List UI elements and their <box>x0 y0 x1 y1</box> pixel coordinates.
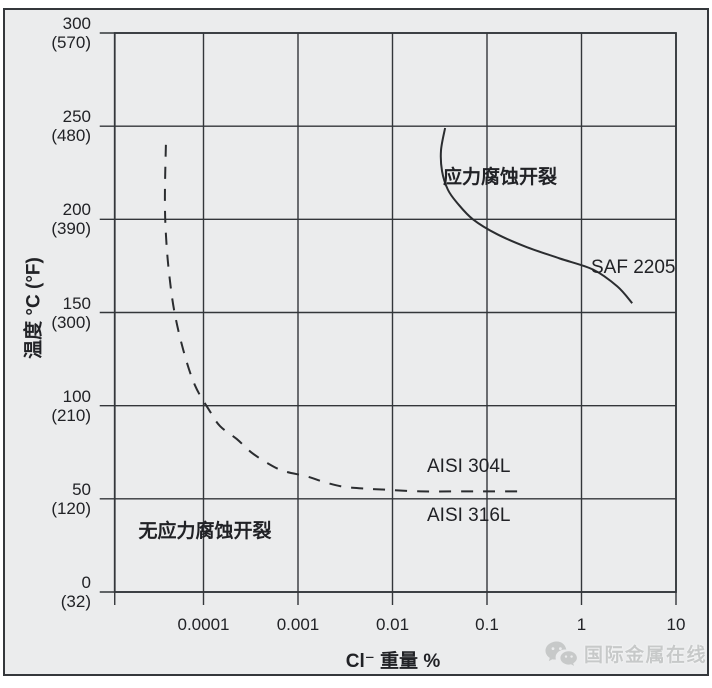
y-tick-label: 250 (480) <box>51 107 91 146</box>
y-tick-label: 200 (390) <box>51 200 91 239</box>
y-tick-label: 50 (120) <box>51 479 91 518</box>
x-tick-label: 0.1 <box>475 615 499 634</box>
x-tick-label: 10 <box>666 615 686 634</box>
y-tick-label: 0 (32) <box>60 573 91 611</box>
series-label-saf-2205: SAF 2205 <box>591 257 676 278</box>
series-label-aisi-304l: AISI 304L <box>427 456 511 477</box>
curve-saf-2205 <box>439 127 633 304</box>
region-label-scc: 应力腐蚀开裂 <box>442 167 557 188</box>
y-tick-label: 100 (210) <box>51 386 91 425</box>
wechat-icon <box>545 641 577 666</box>
curve-aisi-304l-aisi-316l <box>163 144 518 493</box>
chart-frame <box>3 8 709 676</box>
x-tick-label: 0.001 <box>276 615 320 634</box>
x-axis-title: Cl⁻ 重量 % <box>345 651 441 672</box>
y-axis-title: 温度 °C (°F) <box>23 257 45 359</box>
x-tick-label: 0.0001 <box>177 615 230 634</box>
series-label-aisi-316l: AISI 316L <box>427 505 511 526</box>
watermark: 国际金属在线 <box>544 640 707 667</box>
region-label-no-scc: 无应力腐蚀开裂 <box>138 521 272 542</box>
watermark-text: 国际金属在线 <box>584 645 708 666</box>
y-tick-label: 300 (570) <box>51 14 91 52</box>
y-tick-label: 150 (300) <box>51 293 91 332</box>
x-tick-label: 0.01 <box>375 615 410 634</box>
x-tick-label: 1 <box>576 615 587 634</box>
